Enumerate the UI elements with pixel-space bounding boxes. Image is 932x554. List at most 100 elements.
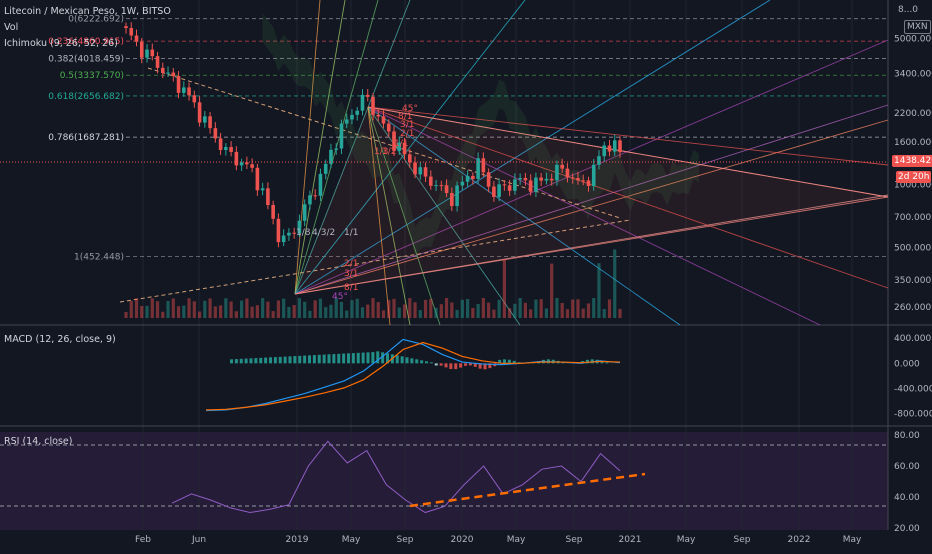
volume-bar xyxy=(319,299,322,318)
macd-histogram-bar xyxy=(332,354,335,363)
symbol-title[interactable]: Litecoin / Mexican Peso, 1W, BITSO xyxy=(4,6,171,17)
volume-bar xyxy=(151,298,154,318)
candle-body xyxy=(303,204,307,220)
time-tick-label: 2020 xyxy=(451,535,474,545)
time-tick-label: May xyxy=(507,535,526,545)
volume-bar xyxy=(587,303,590,318)
macd-legend[interactable]: MACD (12, 26, close, 9) xyxy=(4,334,116,345)
volume-bar xyxy=(230,301,233,318)
candle-body xyxy=(492,187,496,197)
volume-bar xyxy=(445,298,448,318)
volume-bar xyxy=(277,300,280,318)
time-tick-label: 2019 xyxy=(286,535,309,545)
rsi-legend[interactable]: RSI (14, close) xyxy=(4,436,72,447)
candle-body xyxy=(187,87,191,95)
candle-body xyxy=(597,156,601,165)
volume-bar xyxy=(377,302,380,318)
macd-histogram-bar xyxy=(254,358,257,363)
volume-bar xyxy=(561,303,564,318)
volume-bar xyxy=(235,311,238,318)
volume-bar xyxy=(245,299,248,318)
volume-bar xyxy=(529,309,532,318)
volume-legend[interactable]: Vol xyxy=(4,22,18,33)
ichimoku-legend[interactable]: Ichimoku (9, 26, 52, 26) xyxy=(4,38,118,49)
volume-bar xyxy=(513,304,516,318)
candle-body xyxy=(214,128,218,138)
candle-body xyxy=(240,162,244,165)
macd-histogram-bar xyxy=(259,358,262,364)
volume-bar xyxy=(413,302,416,318)
volume-bar xyxy=(371,298,374,318)
countdown-tag: 2d 20h xyxy=(896,171,931,183)
candle-body xyxy=(382,116,386,123)
price-tick-label: 350.000 xyxy=(894,276,931,286)
macd-histogram-bar xyxy=(303,356,306,364)
candle-body xyxy=(482,158,486,172)
price-tick-label: 2200.000 xyxy=(894,109,932,119)
volume-bar xyxy=(492,310,495,318)
candle-body xyxy=(166,73,170,74)
volume-bar xyxy=(592,298,595,318)
volume-bar xyxy=(203,301,206,318)
candle-body xyxy=(587,180,591,186)
candle-body xyxy=(571,177,575,178)
candle-body xyxy=(508,185,512,190)
volume-bar xyxy=(293,305,296,318)
volume-bar xyxy=(256,305,259,318)
time-tick-label: Jun xyxy=(191,535,206,545)
candle-body xyxy=(434,185,438,186)
volume-bar xyxy=(524,303,527,318)
time-tick-label: 2021 xyxy=(619,535,642,545)
candle-body xyxy=(455,185,459,206)
candle-body xyxy=(250,164,254,168)
volume-bar xyxy=(314,300,317,318)
volume-bar xyxy=(597,263,600,318)
candle-body xyxy=(545,179,549,181)
macd-histogram-bar xyxy=(435,363,438,365)
candle-body xyxy=(429,177,433,186)
volume-bar xyxy=(287,307,290,318)
macd-histogram-bar xyxy=(367,352,370,363)
price-tick-label: 500.000 xyxy=(894,244,931,254)
volume-bar xyxy=(613,249,616,318)
candle-body xyxy=(161,68,165,73)
currency-badge[interactable]: MXN xyxy=(904,20,931,34)
volume-bar xyxy=(482,298,485,318)
volume-bar xyxy=(156,301,159,318)
gann-label-lower: 3/1 xyxy=(344,269,358,279)
volume-bar xyxy=(251,307,254,318)
price-tick-label: 700.000 xyxy=(894,213,931,223)
macd-histogram-bar xyxy=(410,358,413,363)
macd-histogram-bar xyxy=(469,363,472,365)
macd-histogram-bar xyxy=(293,356,296,363)
volume-bar xyxy=(571,300,574,318)
candle-body xyxy=(560,165,564,169)
candle-body xyxy=(408,154,412,162)
macd-histogram-bar xyxy=(459,363,462,367)
candle-body xyxy=(171,73,175,77)
volume-bar xyxy=(303,302,306,318)
volume-bar xyxy=(329,305,332,318)
macd-histogram-bar xyxy=(337,354,340,364)
time-tick-label: 2022 xyxy=(788,535,811,545)
volume-bar xyxy=(282,299,285,318)
volume-bar xyxy=(403,304,406,318)
volume-bar xyxy=(193,301,196,318)
macd-histogram-bar xyxy=(362,353,365,364)
candle-body xyxy=(235,152,239,165)
time-tick-label: May xyxy=(843,535,862,545)
volume-bar xyxy=(124,312,127,318)
fib-level-label: 1(452.448) xyxy=(74,253,124,263)
volume-bar xyxy=(550,264,553,318)
candle-body xyxy=(308,195,312,204)
volume-bar xyxy=(455,310,458,318)
candle-body xyxy=(319,174,323,196)
volume-bar xyxy=(145,306,148,318)
macd-histogram-bar xyxy=(440,363,443,365)
candle-body xyxy=(150,50,154,57)
macd-histogram-bar xyxy=(425,361,428,363)
macd-histogram-bar xyxy=(269,357,272,363)
candle-body xyxy=(224,147,228,150)
macd-histogram-bar xyxy=(464,363,467,365)
